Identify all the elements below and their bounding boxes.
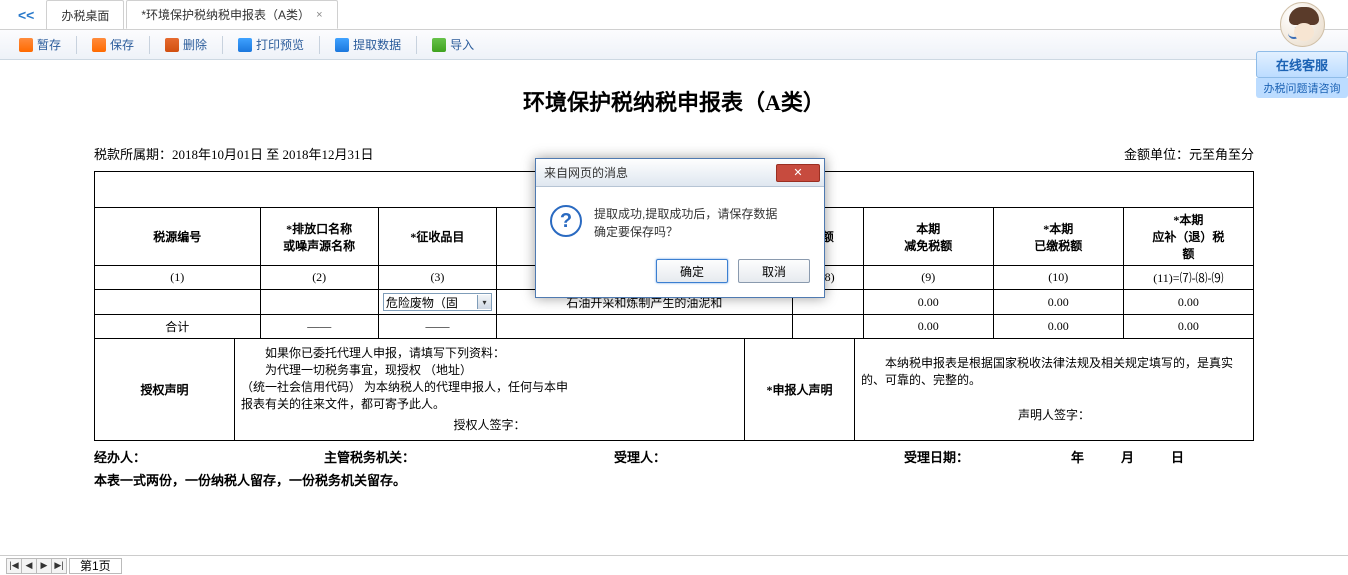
col-due: *本期 应补（退）税 额 [1123, 208, 1253, 266]
col-item: *征收品目 [378, 208, 496, 266]
auth-decl-label: 授权声明 [95, 339, 235, 441]
first-page-button[interactable]: |◀ [6, 558, 22, 574]
cell-source-no[interactable] [95, 290, 261, 315]
declaration-table: 授权声明 如果你已委托代理人申报，请填写下列资料： 为代理一切税务事宜，现授权 … [94, 338, 1254, 441]
cancel-button[interactable]: 取消 [738, 259, 810, 283]
next-page-button[interactable]: ▶ [36, 558, 52, 574]
prev-page-button[interactable]: ◀ [21, 558, 37, 574]
print-preview-button[interactable]: 打印预览 [229, 34, 313, 56]
form-title: 环境保护税纳税申报表（A类） [94, 70, 1254, 142]
sheet-tab-1[interactable]: 第1页 [69, 558, 122, 574]
save-icon [92, 38, 106, 52]
unit-label: 金额单位：元至角至分 [1124, 144, 1254, 163]
footer-row: 经办人： 主管税务机关： 受理人： 受理日期： 年 月 日 [94, 447, 1254, 466]
confirm-dialog: 来自网页的消息 ✕ ? 提取成功,提取成功后，请保存数据 确定要保存吗？ 确定 … [535, 158, 825, 298]
toolbar: 暂存 保存 删除 打印预览 提取数据 导入 [0, 30, 1348, 60]
print-icon [238, 38, 252, 52]
tab-close-icon[interactable]: × [316, 9, 322, 21]
rep-decl-label: *申报人声明 [745, 339, 855, 441]
delete-icon [165, 38, 179, 52]
save-button[interactable]: 保存 [83, 34, 143, 56]
col-exempt: 本期 减免税额 [863, 208, 993, 266]
fetch-icon [335, 38, 349, 52]
import-button[interactable]: 导入 [423, 34, 483, 56]
ok-button[interactable]: 确定 [656, 259, 728, 283]
cell-paid[interactable]: 0.00 [993, 290, 1123, 315]
import-icon [432, 38, 446, 52]
tab-bar: << 办税桌面 *环境保护税纳税申报表（A类） × [0, 0, 1348, 30]
support-widget[interactable]: 在线客服 办税问题请咨询 [1256, 2, 1348, 98]
page-area: 环境保护税纳税申报表（A类） 税款所属期：2018年10月01日 至 2018年… [0, 60, 1348, 555]
cell-item[interactable]: 危险废物（固 ▾ [378, 290, 496, 315]
cell-exempt[interactable]: 0.00 [863, 290, 993, 315]
rep-decl-text: 本纳税申报表是根据国家税收法律法规及相关规定填写的，是真实的、可靠的、完整的。 … [855, 339, 1254, 441]
tab-label: 办税桌面 [61, 7, 109, 24]
chevron-down-icon[interactable]: ▾ [477, 295, 491, 309]
support-title: 在线客服 [1256, 51, 1348, 78]
col-outlet: *排放口名称 或噪声源名称 [260, 208, 378, 266]
tab-form-a[interactable]: *环境保护税纳税申报表（A类） × [126, 0, 337, 29]
fetch-data-button[interactable]: 提取数据 [326, 34, 410, 56]
cell-outlet[interactable] [260, 290, 378, 315]
last-page-button[interactable]: ▶| [51, 558, 67, 574]
item-select[interactable]: 危险废物（固 ▾ [383, 293, 492, 311]
period-label: 税款所属期：2018年10月01日 至 2018年12月31日 [94, 144, 374, 163]
cell-due[interactable]: 0.00 [1123, 290, 1253, 315]
auth-decl-text: 如果你已委托代理人申报，请填写下列资料： 为代理一切税务事宜，现授权 （地址） … [235, 339, 745, 441]
dialog-close-button[interactable]: ✕ [776, 164, 820, 182]
dialog-title: 来自网页的消息 [544, 164, 628, 181]
tab-desktop[interactable]: 办税桌面 [46, 0, 124, 29]
footer-note: 本表一式两份，一份纳税人留存，一份税务机关留存。 [94, 470, 1254, 489]
total-row: 合计 —— —— 0.00 0.00 0.00 [95, 315, 1254, 339]
col-source-no: 税源编号 [95, 208, 261, 266]
sheet-nav: |◀ ◀ ▶ ▶| 第1页 [0, 555, 1348, 575]
col-paid: *本期 已缴税额 [993, 208, 1123, 266]
collapse-tabs-button[interactable]: << [8, 7, 44, 23]
support-avatar-icon [1280, 2, 1325, 47]
question-icon: ? [550, 205, 582, 237]
tab-label: *环境保护税纳税申报表（A类） [141, 6, 310, 23]
support-subtitle: 办税问题请咨询 [1256, 78, 1348, 98]
stash-button[interactable]: 暂存 [10, 34, 70, 56]
delete-button[interactable]: 删除 [156, 34, 216, 56]
stash-icon [19, 38, 33, 52]
dialog-message: 提取成功,提取成功后，请保存数据 确定要保存吗？ [594, 205, 777, 241]
